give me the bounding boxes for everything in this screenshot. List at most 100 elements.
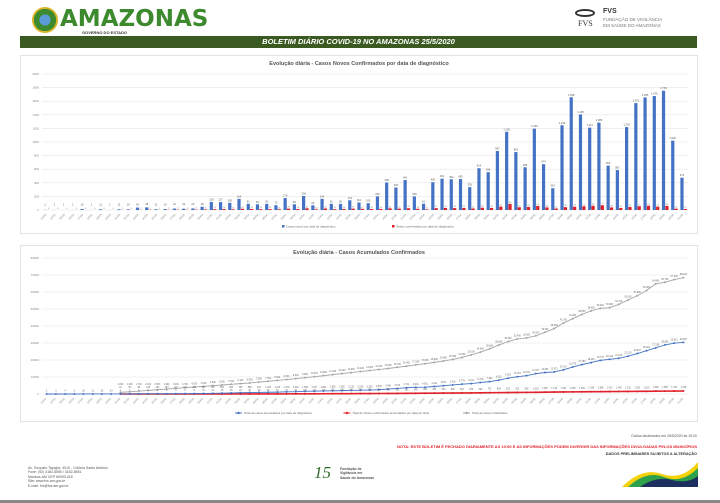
data-point [497,344,500,347]
data-label: 70 [601,203,604,205]
data-point [331,392,334,395]
data-point [507,377,510,380]
data-label: 18 [241,207,244,209]
x-tick-label: 29/03 [187,213,195,221]
data-point [377,388,380,391]
data-label: 50.800 [606,304,614,306]
data-label: 22 [324,207,327,209]
page-bottom-bar [0,500,720,503]
x-tick-label: 14/03 [49,213,57,221]
x-tick-label: 14/04 [335,213,343,221]
x-tick-label: 04/05 [519,213,527,221]
data-point [322,389,325,392]
bar-new-cases [357,202,361,210]
data-point [571,390,574,393]
data-label: 53 [267,390,270,392]
bar-new-cases [569,97,573,210]
data-label: 100 [366,199,371,203]
bar-deaths [637,206,641,210]
data-point [340,392,343,395]
y-tick-label: 70000 [31,273,40,277]
data-label: 4 [175,390,177,392]
data-point [442,360,445,363]
data-label: 500 [220,387,225,389]
y-tick-label: 800 [34,154,39,158]
data-label: 106 [303,390,308,392]
data-point [636,294,639,297]
data-label: 0 [85,208,87,210]
data-label: 6.728 [477,379,483,381]
x-tick-label: 28/03 [178,213,186,221]
data-point [165,392,168,395]
data-point [673,278,676,281]
data-point [156,388,159,391]
data-point [184,392,187,395]
x-tick-label: 19/03 [95,397,103,405]
data-point [553,391,556,394]
bar-new-cases [145,207,149,210]
data-label: 40 [518,205,521,207]
data-label: 653 [606,161,611,165]
data-point [580,363,583,366]
x-tick-label: 06/05 [538,397,546,405]
x-tick-label: 08/04 [279,213,287,221]
x-tick-label: 14/04 [335,397,343,405]
data-point [543,371,546,374]
data-label: 4 [177,208,179,210]
data-point [414,392,417,395]
data-label: 4.001 [422,384,428,386]
data-label: 23.807 [634,350,642,352]
data-label: 20 [675,207,678,209]
bar-deaths [286,208,291,210]
data-label: 455 [458,175,463,179]
x-tick-label: 28/04 [464,397,472,405]
bar-deaths [554,208,558,210]
data-label: 30 [444,206,447,208]
data-point [110,392,113,395]
x-tick-label: 13/05 [602,213,610,221]
data-label: 5 [74,390,76,392]
x-tick-label: 10/05 [575,213,583,221]
data-label: 1.405 [577,110,584,114]
data-label: 2 [168,208,170,210]
data-point [617,357,620,360]
data-label: 1 [138,390,140,392]
data-point [663,281,666,284]
data-label: 19 [182,202,185,206]
data-point [590,390,593,393]
preliminary-text: DADOS PRELIMINARES SUJEITOS A ALTERAÇÃO [605,452,697,456]
data-point [313,390,316,393]
data-label: 90 [509,202,512,204]
data-label: 1.018 [533,388,539,390]
data-point [128,390,131,393]
bar-new-cases [98,209,103,210]
data-label: 1.204 [561,388,567,390]
data-label: 18.600 [431,359,439,361]
data-point [645,289,648,292]
data-point [91,392,94,395]
data-point [276,392,279,395]
data-point [627,298,630,301]
bar-deaths [600,205,604,210]
data-label: 55.300 [624,296,632,298]
data-point [119,392,122,395]
data-point [488,391,491,394]
bar-new-cases [265,203,269,210]
bar-new-cases [560,125,564,210]
x-tick-label: 27/03 [169,213,177,221]
x-tick-label: 22/03 [123,397,131,405]
bar-deaths [222,209,226,210]
x-tick-label: 09/05 [566,213,574,221]
data-label: 27.138 [652,344,660,346]
address-block: Av. Torquato Tapajós, 4010 - Colônia San… [28,466,108,488]
bar-deaths [406,208,411,210]
fvs-name: FVS [603,8,617,15]
x-tick-label: 03/04 [233,397,241,405]
data-label: 44 [119,387,122,389]
bar-deaths [397,208,401,210]
x-tick-label: 26/03 [160,397,168,405]
legend-label: Total de Casos Notificados [472,411,508,415]
data-point [147,389,150,392]
data-label: 1.103 [274,387,280,389]
bar-deaths [203,209,208,210]
